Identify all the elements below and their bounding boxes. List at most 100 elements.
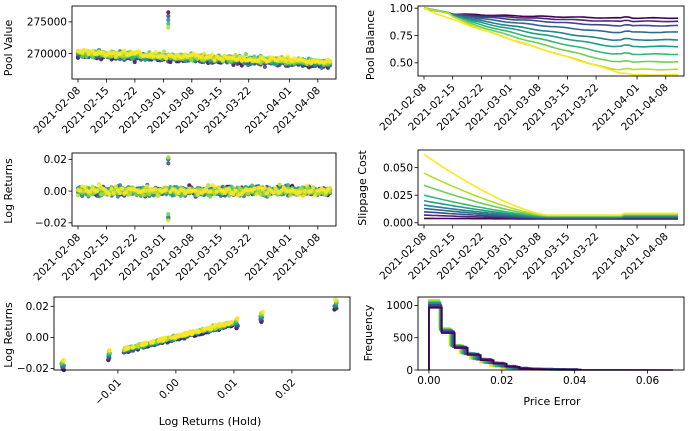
pool-value-point bbox=[166, 17, 171, 23]
pool-balance-plot-area bbox=[423, 7, 679, 76]
log-returns-point bbox=[227, 186, 232, 191]
pool-value-frame bbox=[71, 5, 337, 80]
log-returns-point bbox=[252, 186, 257, 191]
log-returns-point bbox=[273, 185, 278, 190]
log-returns-point bbox=[153, 186, 158, 191]
returns-vs-hold-point bbox=[130, 345, 136, 350]
log-returns-point bbox=[302, 189, 307, 194]
log-returns-point bbox=[208, 194, 213, 199]
pool-value-point bbox=[281, 55, 286, 60]
pool-value-point bbox=[90, 48, 95, 53]
pool-value-point bbox=[189, 58, 194, 63]
log-returns-point bbox=[222, 190, 228, 195]
pool-balance-line bbox=[423, 7, 678, 76]
returns-vs-hold-point bbox=[124, 345, 129, 351]
pool-value-point bbox=[164, 56, 169, 61]
pool-balance-line bbox=[423, 7, 679, 23]
y-tick-label: 0 bbox=[406, 365, 413, 377]
pool-balance-line bbox=[423, 7, 679, 34]
pool-balance-line bbox=[423, 7, 679, 27]
log-returns-point bbox=[155, 193, 160, 198]
log-returns-point bbox=[117, 191, 123, 196]
slippage-cost-plot-area bbox=[423, 153, 678, 220]
log-returns-point bbox=[143, 188, 148, 194]
pool-value-point bbox=[239, 58, 244, 64]
pool-value-point bbox=[212, 58, 217, 63]
log-returns-point bbox=[115, 194, 120, 199]
log-returns-ylabel: Log Returns bbox=[2, 158, 15, 224]
y-tick-label: 0.00 bbox=[44, 186, 67, 198]
log-returns-plot-area bbox=[75, 155, 333, 223]
pool-value-point bbox=[162, 49, 167, 54]
returns-vs-hold-ylabel: Log Returns bbox=[2, 302, 15, 368]
log-returns-frame bbox=[71, 152, 337, 227]
pool-value-point bbox=[84, 48, 89, 53]
log-returns-point bbox=[313, 193, 318, 198]
returns-vs-hold-point bbox=[235, 316, 240, 321]
log-returns-point bbox=[285, 183, 291, 188]
pool-value-point bbox=[290, 59, 295, 64]
y-tick-label: 1.00 bbox=[390, 3, 413, 15]
log-returns-point bbox=[166, 214, 171, 220]
pool-value-point bbox=[262, 64, 267, 69]
y-tick-label: 270000 bbox=[27, 48, 67, 60]
y-tick-label: −0.02 bbox=[17, 363, 49, 375]
log-returns-point bbox=[246, 191, 251, 196]
returns-vs-hold-point bbox=[182, 332, 188, 338]
log-returns-point bbox=[193, 188, 198, 193]
returns-vs-hold-point bbox=[150, 340, 156, 345]
price-error-step-series bbox=[428, 307, 674, 371]
log-returns-point bbox=[113, 184, 118, 189]
pool-value-point bbox=[80, 54, 85, 60]
pool-value-point bbox=[151, 54, 156, 59]
log-returns-point bbox=[298, 190, 303, 195]
pool-balance-line bbox=[423, 7, 679, 56]
log-returns-point bbox=[124, 189, 129, 195]
price-error-ylabel: Frequency bbox=[362, 304, 375, 361]
log-returns-point bbox=[239, 191, 244, 197]
pool-value-point bbox=[199, 54, 204, 59]
log-returns-point bbox=[309, 188, 314, 194]
returns-vs-hold-point bbox=[260, 309, 266, 315]
returns-vs-hold-point bbox=[194, 328, 200, 333]
pool-value-point bbox=[327, 59, 333, 64]
pool-balance-frame bbox=[417, 5, 685, 77]
pool-value-point bbox=[285, 54, 291, 59]
pool-value-point bbox=[166, 25, 171, 30]
returns-vs-hold-plot-area bbox=[59, 297, 339, 373]
log-returns-point bbox=[231, 191, 236, 196]
y-tick-label: 0.00 bbox=[26, 332, 49, 344]
x-tick-label: 0.06 bbox=[636, 375, 660, 387]
x-tick-label: 0.02 bbox=[490, 375, 513, 387]
log-returns-point bbox=[94, 188, 99, 194]
slippage-cost-frame bbox=[417, 149, 685, 226]
pool-value-point bbox=[210, 52, 215, 57]
log-returns-point bbox=[254, 192, 259, 197]
returns-vs-hold-frame bbox=[53, 296, 351, 371]
log-returns-point bbox=[176, 190, 181, 196]
log-returns-point bbox=[109, 186, 114, 191]
log-returns-point bbox=[311, 185, 316, 190]
pool-value-point bbox=[283, 58, 288, 63]
slippage-cost-line bbox=[423, 153, 678, 216]
pool-value-point bbox=[101, 50, 106, 55]
x-tick-label: 0.04 bbox=[563, 375, 587, 387]
log-returns-point bbox=[279, 188, 284, 193]
returns-vs-hold-point bbox=[179, 333, 184, 338]
log-returns-point bbox=[166, 161, 171, 166]
returns-vs-hold-point bbox=[219, 322, 225, 327]
returns-vs-hold-point bbox=[135, 343, 140, 348]
log-returns-point bbox=[166, 212, 171, 217]
pool-value-point bbox=[122, 48, 127, 53]
log-returns-point bbox=[166, 155, 171, 160]
y-tick-label: 0.02 bbox=[26, 301, 49, 313]
log-returns-point bbox=[145, 184, 150, 189]
returns-vs-hold-point bbox=[107, 347, 112, 353]
pool-value-point bbox=[166, 21, 171, 26]
x-tick-label: 0.02 bbox=[273, 377, 298, 402]
log-returns-point bbox=[212, 184, 217, 189]
returns-vs-hold-point bbox=[173, 334, 179, 339]
pool-value-plot-area bbox=[75, 10, 333, 70]
pool-value-point bbox=[166, 14, 171, 19]
